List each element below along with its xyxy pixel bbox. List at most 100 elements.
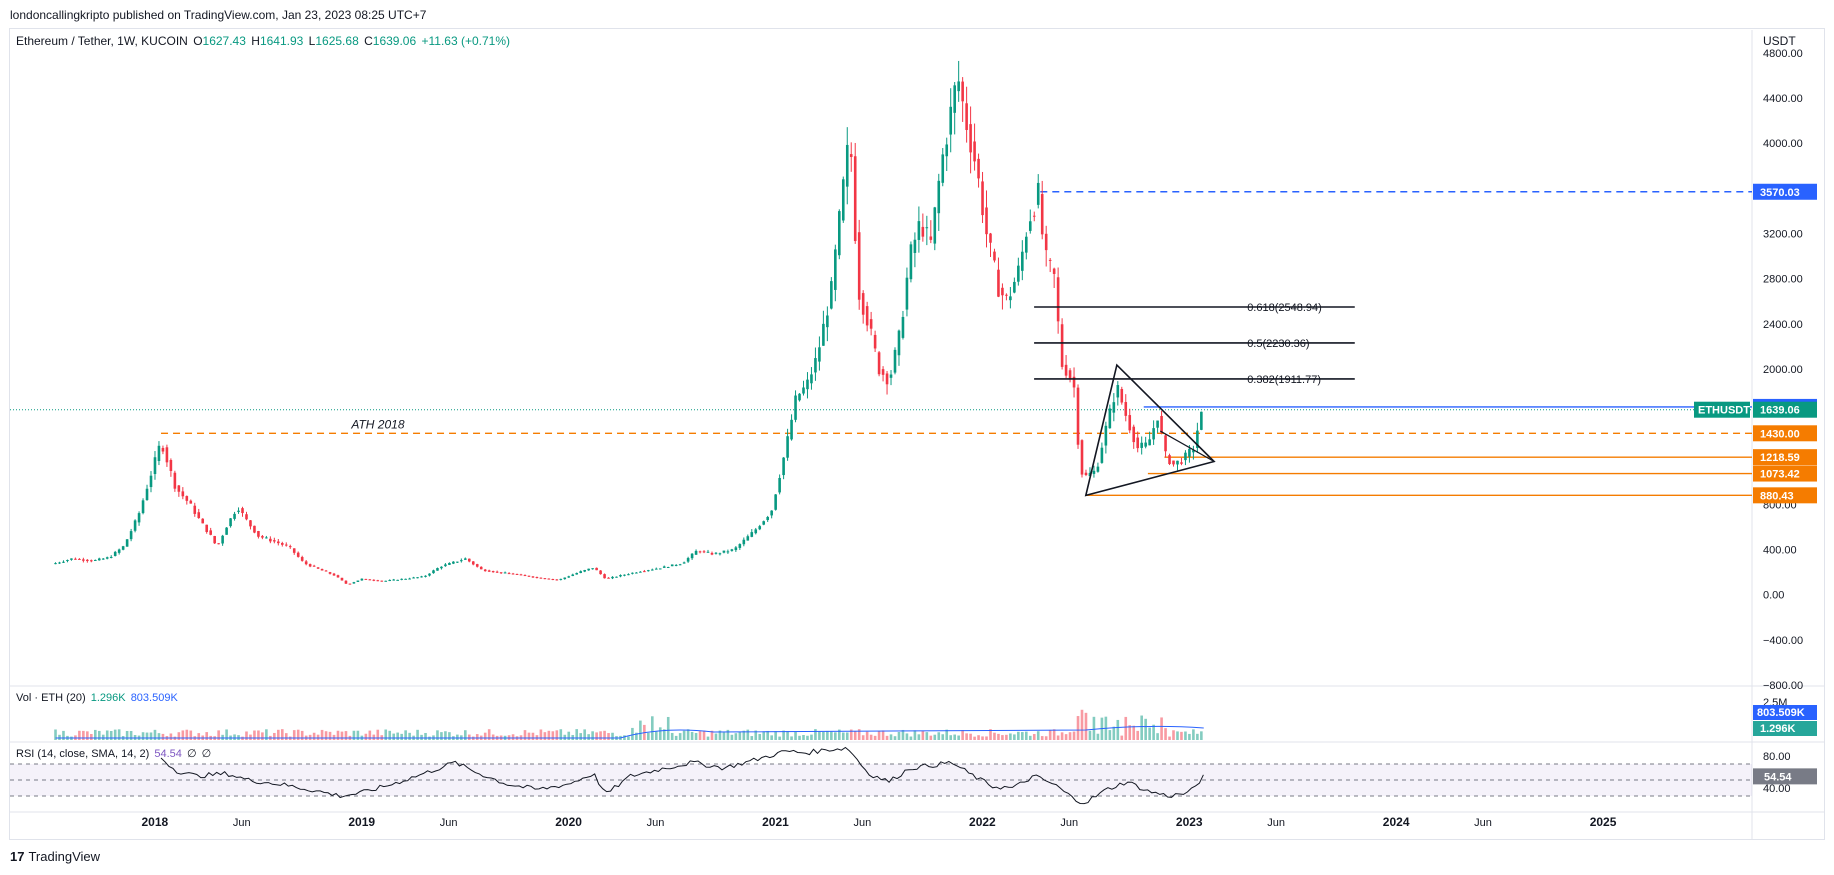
volume-ma-badge [1753,705,1817,720]
x-tick-label: Jun [1474,817,1492,829]
low-value: 1625.68 [315,34,359,48]
candle-body [253,525,256,533]
triangle-pattern [1084,363,1216,497]
volume-bar [722,732,726,740]
candle-body [1136,437,1140,449]
candle-body [515,573,519,575]
rsi-line [160,746,1204,805]
candle-body [901,316,905,338]
candle-body [1180,462,1183,464]
volume-bar [153,729,157,740]
volume-bar [1052,729,1056,740]
volume-legend[interactable]: Vol · ETH (20) 1.296K 803.509K [16,692,180,704]
price-level-badge [1753,183,1817,200]
volume-bar [591,731,594,740]
price-level-badge-text: 1430.00 [1760,428,1800,440]
volume-bar [810,734,813,740]
volume-bar [456,734,459,740]
candle-body [678,564,682,566]
volume-bar [726,729,730,740]
candle-body [181,491,185,497]
y-tick-label: 400.00 [1763,545,1797,557]
volume-bar [909,736,913,740]
volume-bar [651,716,654,740]
candle-body [905,277,909,310]
candle-body [722,550,726,553]
volume-bar [273,732,276,740]
candle-body [424,575,427,577]
price-level-badge-text: 1218.59 [1760,452,1800,464]
candle-body [981,181,984,216]
volume-bar [491,734,495,740]
candle-body [1052,268,1056,274]
candle-body [145,488,149,501]
tradingview-footer[interactable]: 17 TradingView [10,849,100,864]
candle-body [969,124,972,153]
candle-body [818,347,821,362]
candle-body [778,477,781,493]
candle-body [623,574,626,576]
symbol-legend[interactable]: Ethereum / Tether, 1W, KUCOIN O1627.43 H… [16,34,512,48]
candle-body [674,564,678,566]
volume-bar [710,730,714,740]
price-level-badge-text: 1073.42 [1760,469,1800,481]
volume-bar [531,732,535,740]
candle-body [790,419,793,440]
volume-bar [993,732,996,740]
candle-body [499,572,503,574]
candle-body [101,558,105,560]
volume-bar [841,732,845,740]
volume-bar [893,736,897,740]
candle-body [78,558,81,560]
volume-bar [161,733,165,740]
volume-bar [416,729,419,740]
candle-body [428,573,431,576]
candle-body [74,558,77,560]
volume-bar [464,730,467,740]
candle-body [607,577,610,579]
candle-body [559,578,563,580]
candle-body [957,81,960,92]
candle-body [841,179,845,221]
volume-bar [981,736,984,740]
candle-body [1028,221,1032,231]
candle-body [873,334,877,349]
volume-bar [316,734,320,740]
candle-body [547,578,551,580]
candle-body [965,103,968,130]
volume-bar [356,730,360,740]
candle-body [714,552,718,554]
volume-bar [300,730,304,740]
rsi-value: 54.54 [154,748,182,760]
volume-bar [1128,725,1132,740]
volume-pane: 2.5M [54,697,1787,740]
candle-body [1184,452,1187,461]
rsi-legend[interactable]: RSI (14, close, SMA, 14, 2) 54.54 ∅ ∅ [16,747,213,760]
volume-bar [929,735,933,740]
candle-body [1156,420,1159,428]
candle-body [372,579,376,581]
volume-bar [1040,736,1044,740]
volume-bar [901,729,905,740]
candle-body [977,158,980,179]
candle-body [1192,450,1195,453]
volume-bar [957,735,960,740]
candle-body [1017,265,1020,282]
volume-bar [1108,730,1112,740]
candle-body [265,537,268,539]
volume-bar [877,731,881,740]
candle-body [1172,460,1175,465]
volume-bar [658,727,662,740]
volume-bar [444,731,447,740]
candle-body [82,559,85,561]
volume-bar [818,731,821,740]
candle-body [1100,447,1104,463]
candle-body [1196,430,1199,448]
volume-bar [599,731,602,740]
high-label: H [251,34,260,48]
candle-body [782,457,785,476]
volume-bar [400,733,403,740]
candle-body [583,570,586,572]
volume-bar [440,732,443,740]
